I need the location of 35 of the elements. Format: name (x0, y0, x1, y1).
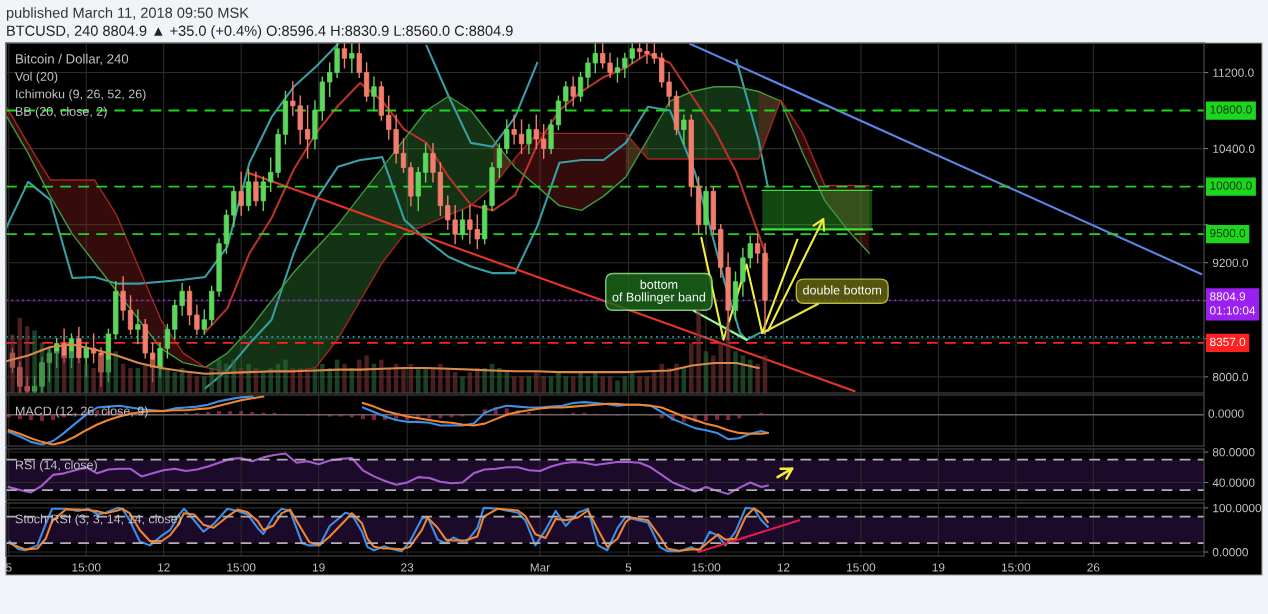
x-tick-label: 19 (312, 563, 325, 572)
y-tick-label: 11200.0 (1213, 68, 1254, 77)
x-tick-label: 5 (5, 563, 12, 572)
annotation: bottom of Bollinger band (612, 279, 706, 304)
x-tick-label: 15:00 (227, 563, 256, 572)
x-tick-label: 5 (625, 563, 632, 572)
y-tick-label: 40.0000 (1212, 478, 1255, 487)
x-tick-label: 15:00 (72, 563, 101, 572)
x-tick-label: 15:00 (1001, 563, 1031, 572)
y-tick-label: 100.0000 (1213, 503, 1262, 513)
ref-line-label: 9500.0 (1210, 228, 1246, 238)
x-tick-label: 23 (401, 563, 414, 572)
x-tick-label: 12 (158, 563, 170, 572)
chart-title: published March 11, 2018 09:50 MSK (6, 7, 249, 21)
x-tick-label: 26 (1087, 563, 1100, 572)
y-tick-label: 9200.0 (1212, 258, 1248, 268)
x-tick-label: 12 (777, 563, 790, 572)
y-tick-label: 10400.0 (1213, 144, 1255, 153)
annotation: Vol (20) (15, 71, 58, 84)
ref-line-label: 10000.0 (1210, 181, 1252, 190)
chart-subtitle: BTCUSD, 240 8804.9 ▲ +35.0 (+0.4%) O:8596.4 H:8830.9 L:8560.0 C:8804.9 (7, 25, 513, 39)
x-tick-label: 15:00 (692, 563, 721, 572)
y-tick-label: 0.0000 (1212, 548, 1248, 557)
ref-line-label: 8804.9 01:10:04 (1210, 292, 1256, 315)
ref-line-label: 8357.0 (1210, 337, 1246, 347)
x-tick-label: 19 (932, 563, 945, 572)
annotation: Bitcoin / Dollar, 240 (16, 53, 129, 66)
y-tick-label: 8000.0 (1212, 372, 1248, 382)
y-tick-label: 80.0000 (1212, 448, 1255, 457)
annotation: double bottom (803, 285, 881, 295)
annotation: Ichimoku (9, 26, 52, 26) (16, 89, 146, 101)
x-tick-label: 15:00 (847, 563, 876, 572)
ref-line-label: 10800.0 (1210, 105, 1252, 114)
x-tick-label: Mar (530, 563, 550, 572)
text: RSI (14, close) (16, 460, 97, 472)
